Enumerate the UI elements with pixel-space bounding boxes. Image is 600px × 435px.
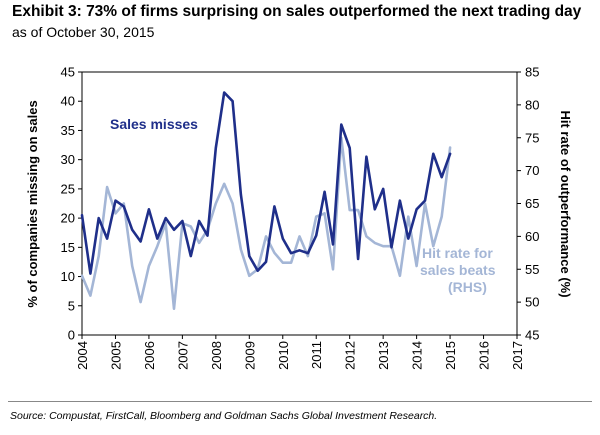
y-tick-label-right: 50 xyxy=(525,295,539,310)
y-tick-label-left: 5 xyxy=(68,298,75,313)
x-tick-label: 2013 xyxy=(376,341,391,370)
plot-frame xyxy=(81,71,518,336)
y-tick-label-right: 65 xyxy=(525,196,539,211)
source-note: Source: Compustat, FirstCall, Bloomberg … xyxy=(10,410,438,422)
y-tick-label-right: 85 xyxy=(525,65,539,80)
series-label-hit-rate: (RHS) xyxy=(448,279,487,295)
series-line-sales-misses xyxy=(80,91,452,275)
y-axis-right-title: Hit rate of outperformance (%) xyxy=(558,110,573,297)
x-tick-label: 2008 xyxy=(209,341,224,370)
y-tick-label-right: 60 xyxy=(525,229,539,244)
footer-divider xyxy=(8,401,592,402)
y-tick-label-left: 45 xyxy=(61,65,75,80)
y-tick-label-right: 80 xyxy=(525,97,539,112)
y-axis-right-ticks: 45 50 55 60 65 70 75 80 85 xyxy=(517,65,539,343)
y-tick-label-left: 15 xyxy=(61,240,75,255)
chart-title: Exhibit 3: 73% of firms surprising on sa… xyxy=(12,3,582,20)
y-axis-left-title: % of companies missing on sales xyxy=(25,100,40,307)
x-tick-label: 2015 xyxy=(443,341,458,370)
y-tick-label-left: 30 xyxy=(61,152,75,167)
chart-axes xyxy=(81,71,518,336)
y-tick-label-left: 35 xyxy=(61,123,75,138)
y-axis-left-ticks: 0 5 10 15 20 25 30 35 40 45 xyxy=(61,65,82,343)
x-tick-label: 2014 xyxy=(410,341,425,370)
x-tick-label: 2017 xyxy=(510,341,525,370)
y-tick-label-left: 0 xyxy=(68,328,75,343)
series-label-hit-rate: sales beats xyxy=(420,262,496,278)
x-tick-label: 2007 xyxy=(175,341,190,370)
x-axis-ticks: 2004 2005 2006 2007 2008 2009 2010 2011 2012 2013… xyxy=(75,335,525,370)
x-tick-label: 2009 xyxy=(242,341,257,370)
y-tick-label-right: 75 xyxy=(525,130,539,145)
series-label-hit-rate: Hit rate for xyxy=(422,245,493,261)
y-tick-label-right: 45 xyxy=(525,328,539,343)
series-label-sales-misses: Sales misses xyxy=(110,116,198,132)
x-tick-label: 2006 xyxy=(142,341,157,370)
series-line-hit-rate xyxy=(80,136,452,311)
y-tick-label-left: 20 xyxy=(61,211,75,226)
y-tick-label-left: 25 xyxy=(61,181,75,196)
x-tick-label: 2004 xyxy=(75,341,90,370)
x-tick-label: 2016 xyxy=(477,341,492,370)
chart-subtitle: as of October 30, 2015 xyxy=(12,24,155,40)
y-tick-label-right: 70 xyxy=(525,163,539,178)
y-tick-label-right: 55 xyxy=(525,262,539,277)
chart-series xyxy=(80,91,452,311)
x-tick-label: 2005 xyxy=(108,341,123,370)
y-tick-label-left: 40 xyxy=(61,94,75,109)
y-tick-label-left: 10 xyxy=(61,269,75,284)
x-tick-label: 2010 xyxy=(276,341,291,370)
x-tick-label: 2012 xyxy=(343,341,358,370)
x-tick-label: 2011 xyxy=(309,341,324,369)
